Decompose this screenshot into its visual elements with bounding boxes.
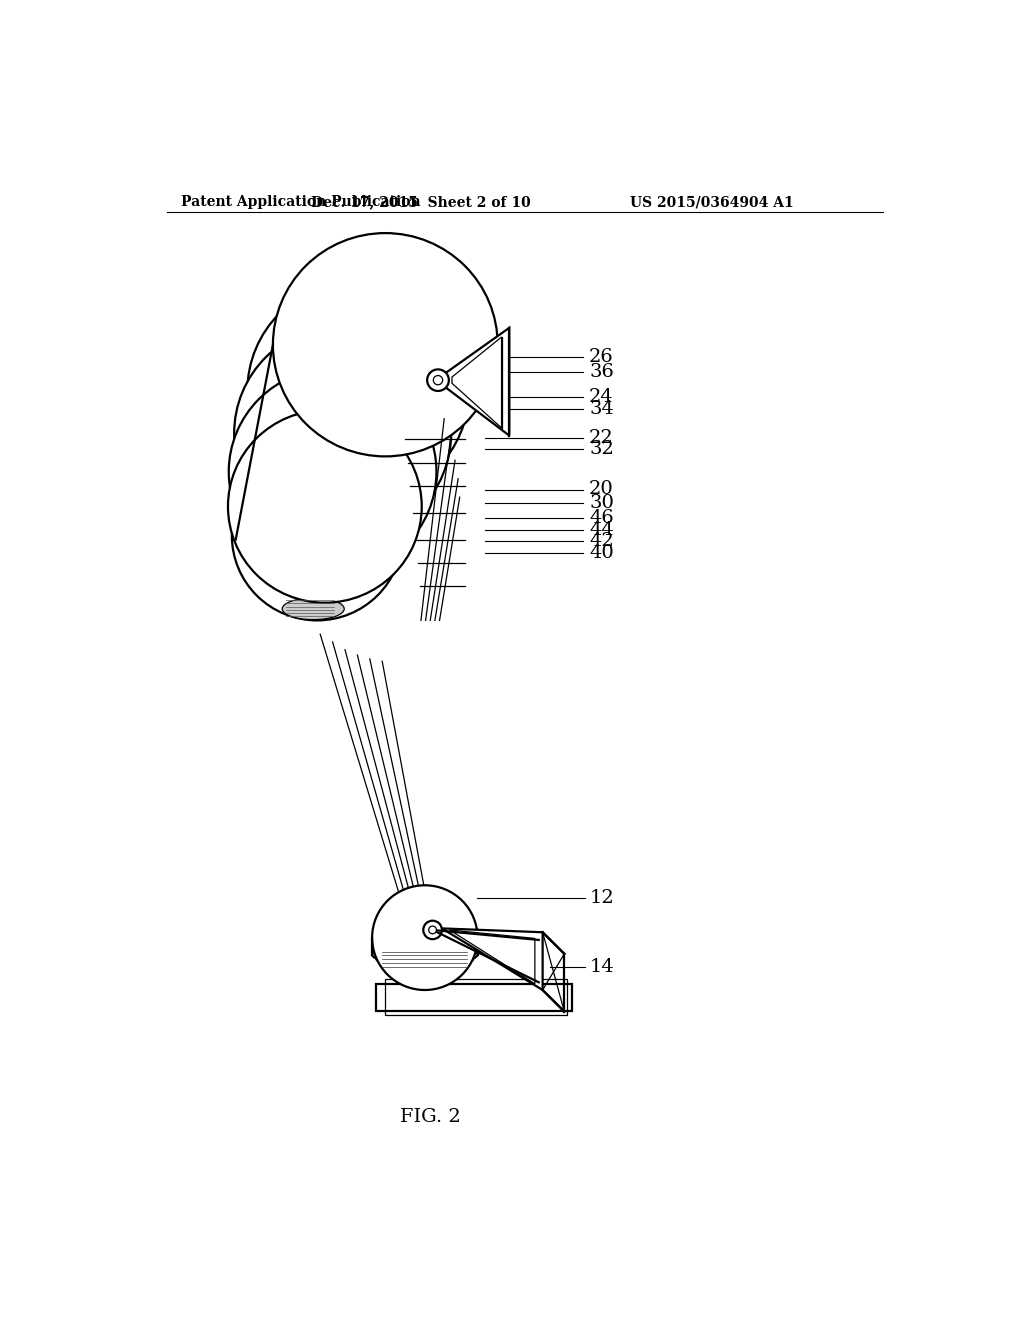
Text: 32: 32 xyxy=(589,441,614,458)
Text: 46: 46 xyxy=(589,510,613,527)
Text: US 2015/0364904 A1: US 2015/0364904 A1 xyxy=(630,195,794,210)
Ellipse shape xyxy=(283,598,344,619)
Text: 44: 44 xyxy=(589,520,613,539)
Text: 12: 12 xyxy=(589,888,613,907)
Text: 26: 26 xyxy=(589,348,613,366)
Text: Dec. 17, 2015  Sheet 2 of 10: Dec. 17, 2015 Sheet 2 of 10 xyxy=(311,195,530,210)
Circle shape xyxy=(231,451,402,620)
Circle shape xyxy=(273,234,498,457)
Text: 20: 20 xyxy=(589,480,613,499)
Text: 22: 22 xyxy=(589,429,613,447)
Polygon shape xyxy=(376,983,572,1011)
Text: 42: 42 xyxy=(589,532,613,550)
Circle shape xyxy=(427,370,449,391)
Circle shape xyxy=(433,376,442,385)
Text: 36: 36 xyxy=(589,363,614,381)
Circle shape xyxy=(228,368,436,576)
Text: 40: 40 xyxy=(589,544,613,561)
Circle shape xyxy=(234,326,452,541)
Ellipse shape xyxy=(376,950,474,968)
Text: FIG. 2: FIG. 2 xyxy=(400,1107,461,1126)
Circle shape xyxy=(228,411,422,603)
Polygon shape xyxy=(442,928,543,990)
Ellipse shape xyxy=(372,945,477,965)
Polygon shape xyxy=(444,327,509,436)
Circle shape xyxy=(372,886,477,990)
Text: 30: 30 xyxy=(589,495,614,512)
Circle shape xyxy=(423,920,442,940)
Text: 24: 24 xyxy=(589,388,613,407)
Circle shape xyxy=(248,281,469,502)
Text: 14: 14 xyxy=(589,958,613,975)
Text: 34: 34 xyxy=(589,400,614,417)
Circle shape xyxy=(429,927,436,933)
Text: Patent Application Publication: Patent Application Publication xyxy=(180,195,420,210)
